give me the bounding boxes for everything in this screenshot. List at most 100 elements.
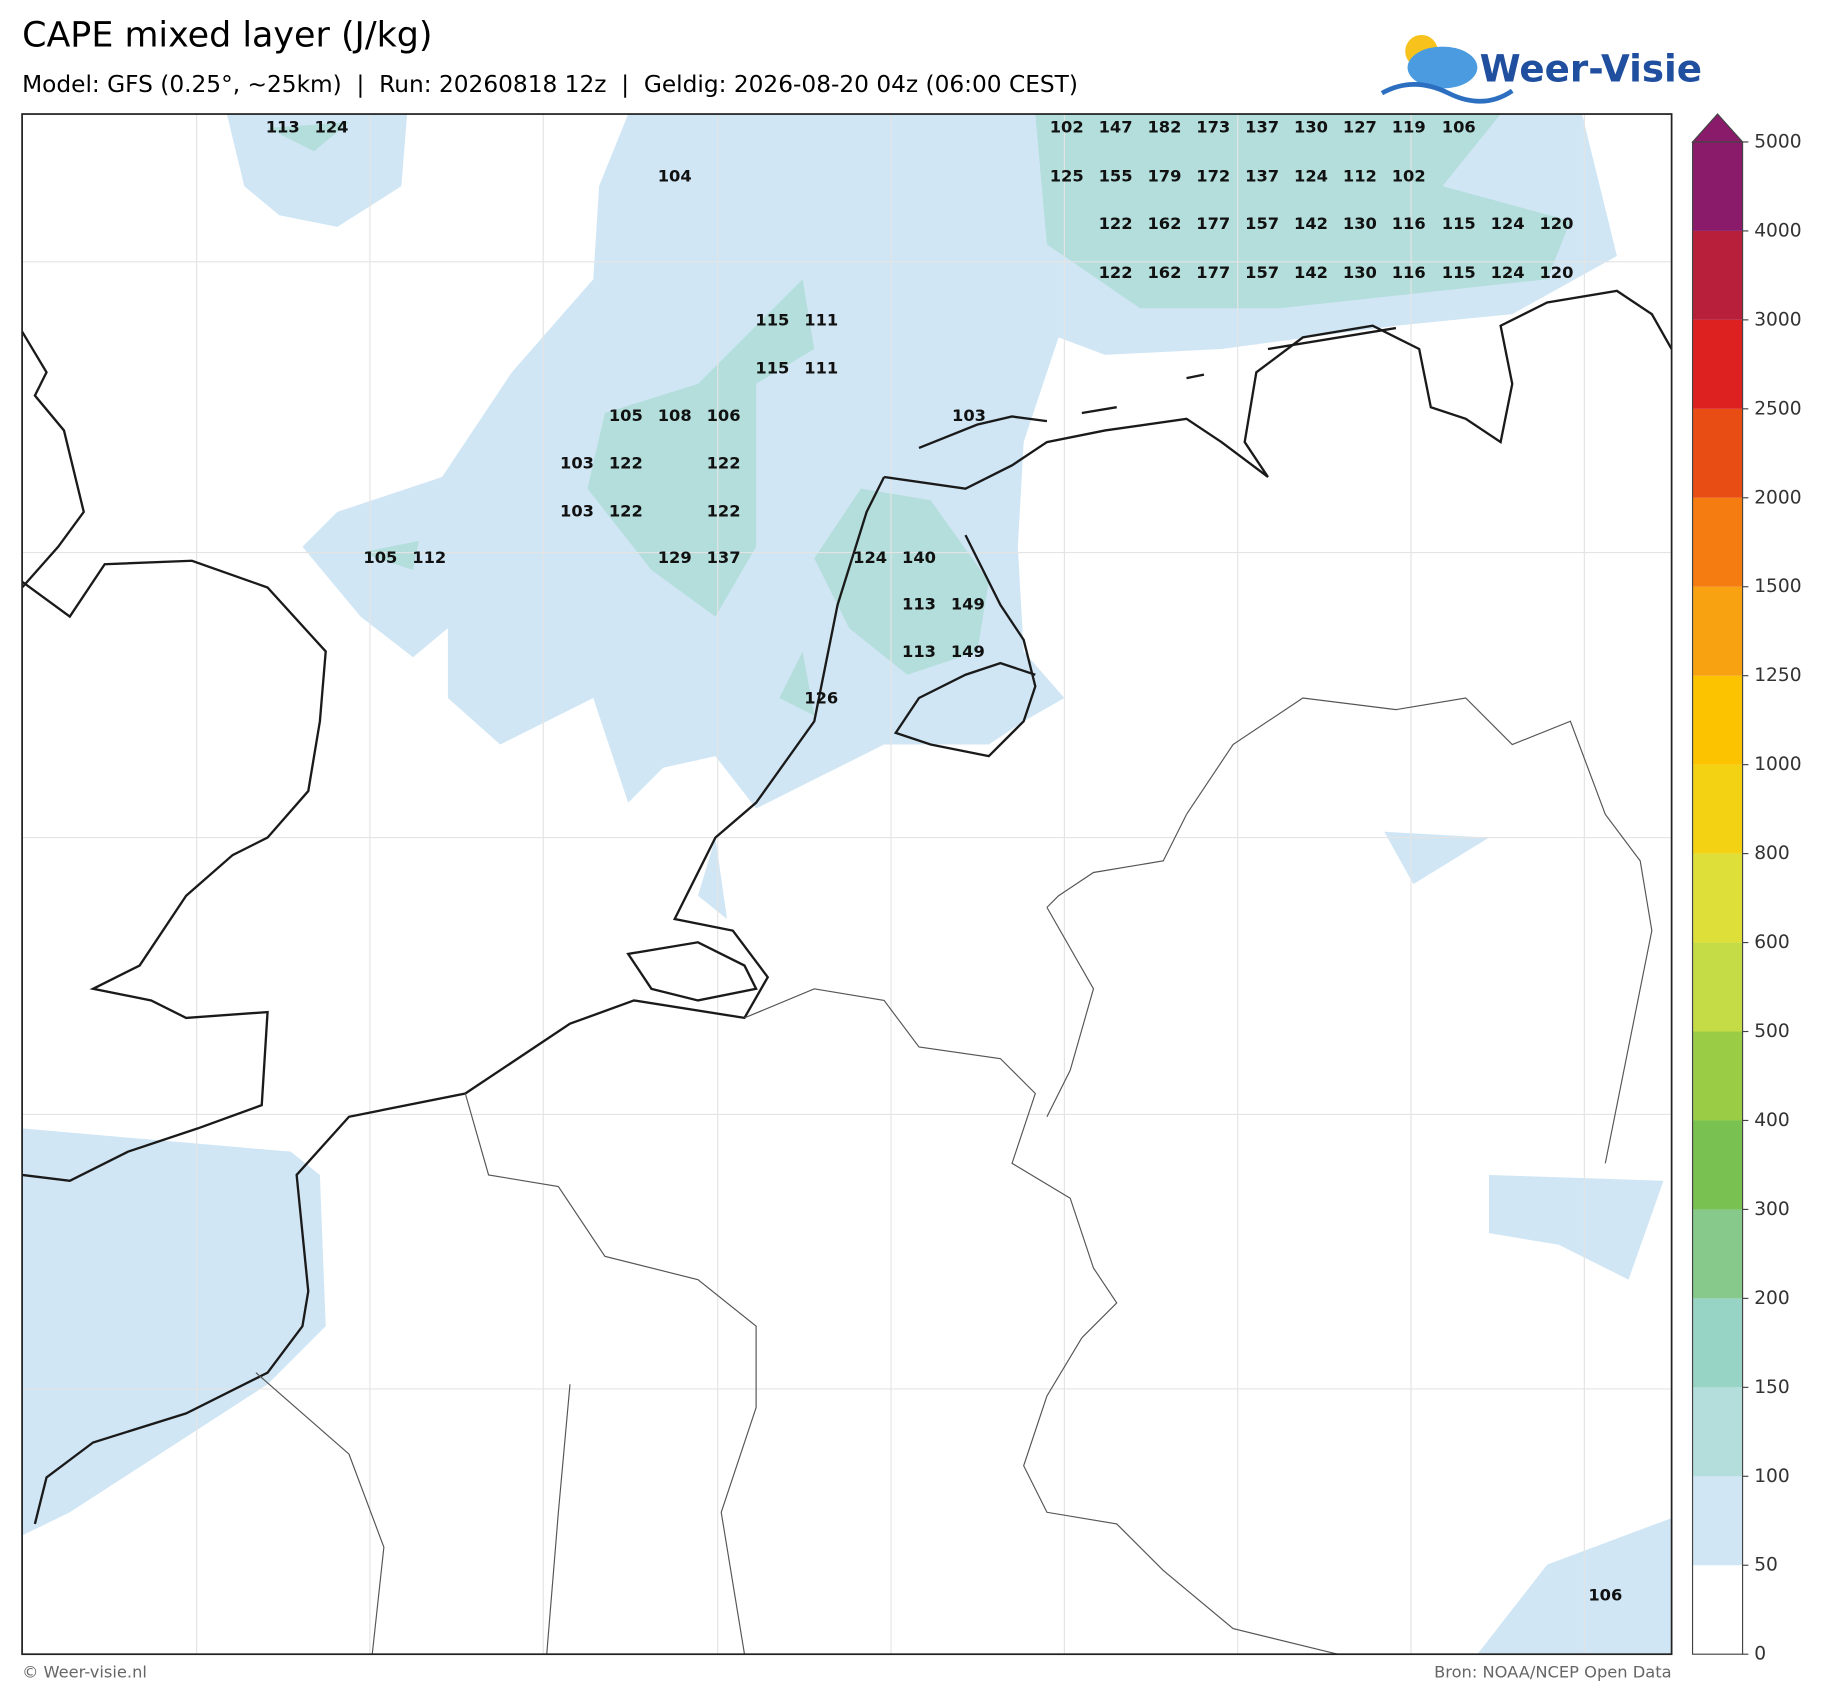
value-label: 129: [658, 548, 692, 567]
value-label: 122: [707, 501, 741, 520]
value-label: 142: [1294, 214, 1328, 233]
value-label: 103: [560, 501, 594, 520]
colorbar-bin: [1692, 230, 1743, 320]
colorbar-bin: [1692, 1209, 1743, 1299]
value-label: 124: [1491, 263, 1525, 282]
colorbar-tick-label: 0: [1754, 1644, 1766, 1665]
value-label: 113: [902, 642, 936, 661]
value-label: 162: [1147, 214, 1181, 233]
title: CAPE mixed layer (J/kg): [22, 16, 432, 56]
colorbar-tick-label: 3000: [1754, 309, 1801, 330]
value-label: 147: [1099, 118, 1133, 137]
value-label: 115: [755, 311, 789, 330]
credit: © Weer-visie.nl: [22, 1662, 147, 1681]
value-label: 137: [1245, 166, 1279, 185]
colorbar-tick-label: 400: [1754, 1110, 1790, 1131]
value-label: 149: [951, 594, 985, 613]
value-label: 112: [412, 548, 446, 567]
value-label: 122: [1099, 214, 1133, 233]
colorbar-bin: [1692, 853, 1743, 943]
colorbar-bin: [1692, 675, 1743, 765]
value-label: 157: [1245, 214, 1279, 233]
colorbar-bin: [1692, 1120, 1743, 1210]
value-label: 108: [658, 406, 692, 425]
value-label: 124: [1491, 214, 1525, 233]
colorbar-tick-label: 2500: [1754, 398, 1801, 419]
colorbar-bin: [1692, 586, 1743, 676]
value-label: 124: [853, 548, 887, 567]
value-label: 130: [1294, 118, 1328, 137]
colorbar-bin: [1692, 408, 1743, 498]
colorbar-bin: [1692, 319, 1743, 409]
value-label: 124: [315, 118, 349, 137]
value-label: 106: [707, 406, 741, 425]
colorbar-bin: [1692, 1031, 1743, 1121]
value-label: 130: [1343, 263, 1377, 282]
value-label: 179: [1147, 166, 1181, 185]
value-label: 157: [1245, 263, 1279, 282]
value-label: 124: [1294, 166, 1328, 185]
value-label: 126: [804, 689, 838, 708]
value-label: 120: [1539, 214, 1573, 233]
value-label: 140: [902, 548, 936, 567]
colorbar-bin: [1692, 1476, 1743, 1566]
colorbar-bin: [1692, 497, 1743, 587]
value-label: 137: [1245, 118, 1279, 137]
colorbar-extend: [1691, 113, 1744, 143]
colorbar-bin: [1692, 141, 1743, 231]
value-label: 137: [707, 548, 741, 567]
colorbar-tick-label: 100: [1754, 1466, 1790, 1487]
colorbar-tick-label: 300: [1754, 1199, 1790, 1220]
subtitle: Model: GFS (0.25°, ~25km) | Run: 2026081…: [22, 71, 1078, 98]
value-label: 102: [1050, 118, 1084, 137]
value-label: 149: [951, 642, 985, 661]
colorbar-bin: [1692, 1387, 1743, 1477]
colorbar-tick-label: 5000: [1754, 131, 1801, 152]
colorbar-tick-label: 200: [1754, 1288, 1790, 1309]
colorbar-bin: [1692, 942, 1743, 1032]
value-label: 113: [266, 118, 300, 137]
value-label: 115: [1442, 263, 1476, 282]
value-label: 116: [1392, 263, 1426, 282]
source: Bron: NOAA/NCEP Open Data: [1434, 1662, 1672, 1681]
colorbar-tick-label: 50: [1754, 1555, 1778, 1576]
colorbar-tick-label: 800: [1754, 843, 1790, 864]
value-label: 116: [1392, 214, 1426, 233]
value-label: 103: [560, 454, 594, 473]
value-label: 106: [1442, 118, 1476, 137]
colorbar-tick-label: 4000: [1754, 220, 1801, 241]
colorbar-tick-label: 500: [1754, 1021, 1790, 1042]
colorbar-tick-label: 1250: [1754, 665, 1801, 686]
coastlines: [21, 289, 1673, 1525]
value-label: 111: [804, 358, 838, 377]
value-label: 112: [1343, 166, 1377, 185]
value-label: 105: [363, 548, 397, 567]
colorbar-tick-label: 1500: [1754, 576, 1801, 597]
value-label: 130: [1343, 214, 1377, 233]
value-label: 172: [1196, 166, 1230, 185]
colorbar-tick-label: 150: [1754, 1377, 1790, 1398]
value-label: 115: [755, 358, 789, 377]
colorbar-tick-label: 600: [1754, 932, 1790, 953]
value-label: 111: [804, 311, 838, 330]
value-label: 127: [1343, 118, 1377, 137]
cape-fill-100: [267, 114, 1571, 716]
value-label: 155: [1099, 166, 1133, 185]
value-label: 102: [1392, 166, 1426, 185]
value-label: 122: [707, 454, 741, 473]
colorbar-tick-label: 1000: [1754, 754, 1801, 775]
value-label: 125: [1050, 166, 1084, 185]
colorbar: 0 50 100 150 200 300 400 500 600 800 1000 1250 1500 2…: [1691, 113, 1802, 1665]
gridlines: [22, 114, 1672, 1655]
logo-text: Weer-Visie: [1480, 46, 1702, 90]
value-label: 177: [1196, 214, 1230, 233]
value-label: 104: [658, 166, 692, 185]
colorbar-frame: [1691, 141, 1744, 1655]
value-label: 162: [1147, 263, 1181, 282]
value-label: 119: [1392, 118, 1426, 137]
value-label: 182: [1147, 118, 1181, 137]
value-labels: 113 124 102 147 182 173 137 130 127 119 106 104 125 1…: [266, 118, 1623, 1605]
value-label: 103: [952, 406, 986, 425]
value-label: 105: [609, 406, 643, 425]
